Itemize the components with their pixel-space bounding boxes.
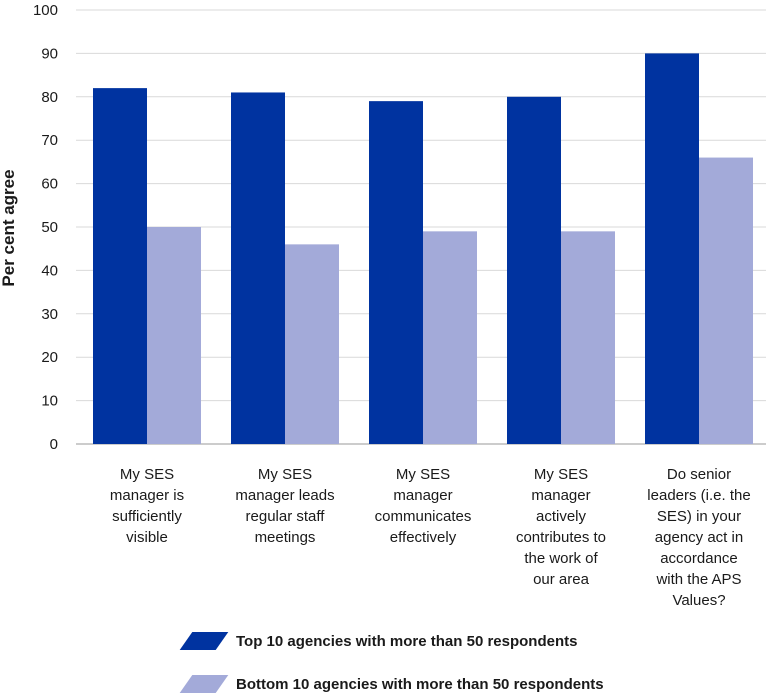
x-category-label: My SES manager leads regular staff meetings: [235, 466, 335, 546]
legend-swatch-bottom10: [179, 675, 229, 693]
bar-top10: [507, 96, 561, 445]
x-category-label: My SES manager actively contributes to the w…: [515, 466, 607, 588]
legend-label-bottom10: Bottom 10 agencies with more than 50 res…: [236, 675, 604, 693]
y-tick-label: 40: [41, 262, 58, 279]
bar-bottom10: [699, 157, 753, 444]
bar-top10: [231, 92, 285, 445]
y-tick-label: 80: [41, 89, 58, 106]
bar-bottom10: [423, 231, 477, 444]
bars: [93, 53, 753, 445]
bar-top10: [645, 53, 699, 445]
y-tick-label: 70: [41, 132, 58, 149]
y-tick-label: 0: [50, 436, 58, 453]
x-category-label: My SES manager communicates effectively: [374, 466, 472, 546]
y-tick-label: 20: [41, 349, 58, 366]
y-tick-label: 90: [41, 45, 58, 62]
legend-item-bottom10: Bottom 10 agencies with more than 50 res…: [179, 675, 604, 693]
bar-top10: [369, 101, 423, 444]
y-tick-label: 30: [41, 306, 58, 323]
x-category-label: My SES manager is sufficiently visible: [109, 466, 185, 546]
y-axis-ticks: 0 10 20 30 40 50 60 70 80 90 100: [33, 2, 58, 453]
legend-item-top10: Top 10 agencies with more than 50 respon…: [179, 632, 578, 650]
y-tick-label: 100: [33, 2, 58, 19]
legend-swatch-top10: [179, 632, 229, 650]
bar-bottom10: [561, 231, 615, 444]
bar-bottom10: [147, 227, 201, 444]
y-tick-label: 60: [41, 176, 58, 193]
x-category-label: Do senior leaders (i.e. the SES) in your ag…: [647, 466, 751, 609]
y-axis-label: Per cent agree: [0, 169, 18, 286]
y-tick-label: 50: [41, 219, 58, 236]
y-tick-label: 10: [41, 393, 58, 410]
legend-label-top10: Top 10 agencies with more than 50 respon…: [236, 632, 578, 650]
bar-top10: [93, 88, 147, 445]
bar-bottom10: [285, 244, 339, 444]
